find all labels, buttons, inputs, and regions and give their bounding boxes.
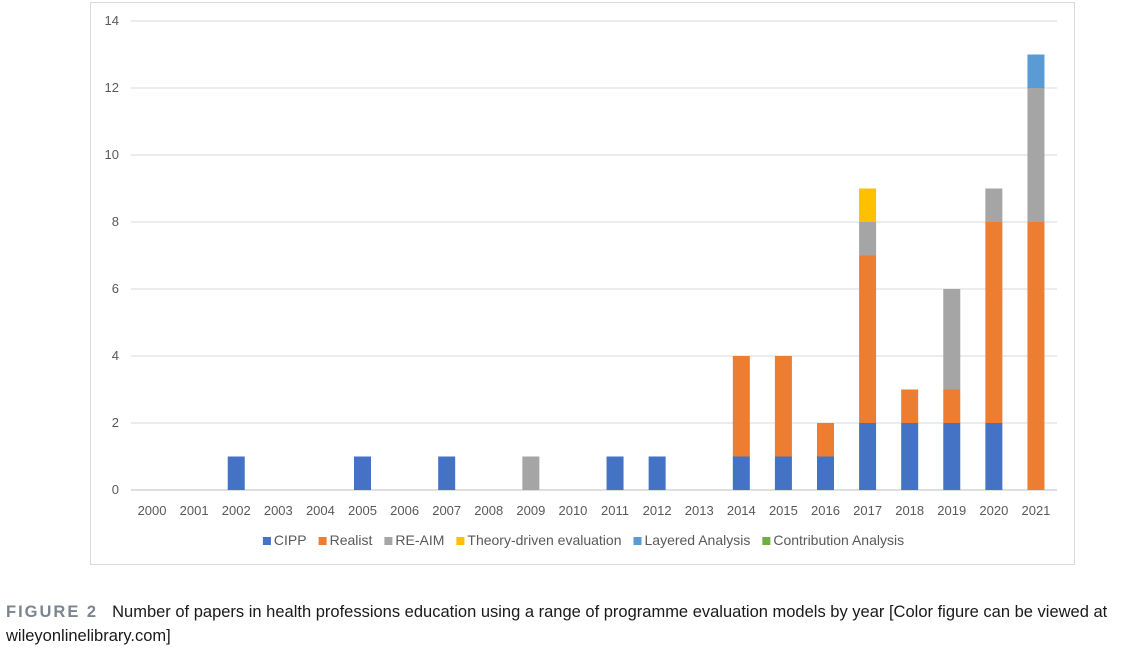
bar-segment: [606, 456, 624, 490]
bar-segment: [901, 389, 919, 423]
y-tick-label: 14: [105, 13, 119, 28]
legend-label: Theory-driven evaluation: [467, 532, 621, 548]
bar-segment: [438, 456, 456, 490]
bar-segment: [943, 289, 961, 390]
gridlines: [131, 20, 1057, 491]
bar-segment: [985, 188, 1003, 222]
bar-segment: [774, 456, 792, 490]
legend-item: Theory-driven evaluation: [456, 532, 621, 548]
x-tick-label: 2016: [811, 503, 840, 518]
legend: CIPP Realist RE-AIM Theory-driven evaluatio…: [262, 532, 904, 548]
y-tick-label: 10: [105, 147, 119, 162]
x-tick-label: 2003: [264, 503, 293, 518]
y-tick-label: 12: [105, 80, 119, 95]
y-axis-ticks: 0 2 4 6 8 10 12 14: [105, 13, 119, 497]
x-tick-label: 2020: [979, 503, 1008, 518]
legend-swatch: [633, 537, 642, 545]
bar-segment: [985, 423, 1003, 490]
x-tick-label: 2017: [853, 503, 882, 518]
legend-swatch: [318, 537, 327, 545]
legend-item: Contribution Analysis: [762, 532, 904, 548]
bar-segment: [1027, 88, 1045, 222]
legend-swatch: [456, 537, 465, 545]
x-tick-label: 2010: [558, 503, 587, 518]
chart: 0 2 4 6 8 10 12 14 2000 2001 2002 2003 2004 2005 2006…: [105, 13, 1057, 548]
x-tick-label: 2019: [937, 503, 966, 518]
bar-segment: [859, 188, 877, 222]
x-tick-label: 2006: [390, 503, 419, 518]
legend-swatch: [262, 537, 271, 545]
x-tick-label: 2018: [895, 503, 924, 518]
bar-segment: [1027, 54, 1045, 88]
legend-label: Realist: [330, 532, 373, 548]
bar-segment: [817, 423, 834, 457]
x-tick-label: 2008: [474, 503, 503, 518]
legend-label: Layered Analysis: [644, 532, 750, 548]
bar-segment: [901, 423, 919, 490]
bar-segment: [859, 423, 877, 490]
bar-segment: [648, 456, 666, 490]
legend-swatch: [762, 537, 771, 545]
bar-segment: [817, 456, 834, 490]
legend-item: Realist: [318, 532, 373, 548]
bars: [227, 54, 1045, 490]
bar-segment: [1027, 222, 1045, 490]
y-tick-label: 0: [112, 482, 119, 497]
bar-segment: [354, 456, 371, 490]
legend-item: Layered Analysis: [633, 532, 750, 548]
y-tick-label: 8: [112, 214, 119, 229]
x-tick-label: 2021: [1021, 503, 1050, 518]
x-tick-label: 2007: [432, 503, 461, 518]
bar-segment: [859, 222, 877, 256]
legend-label: Contribution Analysis: [773, 532, 904, 548]
x-tick-label: 2009: [516, 503, 545, 518]
x-tick-label: 2004: [306, 503, 335, 518]
legend-label: RE-AIM: [395, 532, 444, 548]
figure-label: FIGURE 2: [6, 603, 99, 621]
bar-segment: [943, 389, 961, 423]
bar-segment: [227, 456, 245, 490]
caption-text: Number of papers in health professions e…: [6, 603, 1108, 645]
bar-segment: [859, 255, 877, 423]
x-axis-ticks: 2000 2001 2002 2003 2004 2005 2006 2007 2008 2009…: [138, 503, 1051, 518]
legend-swatch: [384, 537, 393, 545]
y-tick-label: 6: [112, 281, 119, 296]
bar-segment: [943, 423, 961, 490]
legend-label: CIPP: [274, 532, 307, 548]
bar-segment: [522, 456, 540, 490]
bar-segment: [732, 456, 750, 490]
x-tick-label: 2014: [727, 503, 756, 518]
bar-segment: [774, 356, 792, 457]
x-tick-label: 2015: [769, 503, 798, 518]
x-tick-label: 2005: [348, 503, 377, 518]
x-tick-label: 2012: [643, 503, 672, 518]
x-tick-label: 2013: [685, 503, 714, 518]
y-tick-label: 2: [112, 415, 119, 430]
x-tick-label: 2002: [222, 503, 251, 518]
bar-segment: [732, 356, 750, 457]
x-tick-label: 2000: [138, 503, 167, 518]
x-tick-label: 2011: [601, 503, 629, 518]
chart-frame: 0 2 4 6 8 10 12 14 2000 2001 2002 2003 2004 2005 2006…: [90, 2, 1075, 565]
figure-caption: FIGURE 2 Number of papers in health profe…: [6, 600, 1124, 648]
bar-segment: [985, 222, 1003, 423]
x-tick-label: 2001: [180, 503, 209, 518]
legend-item: RE-AIM: [384, 532, 444, 548]
y-tick-label: 4: [112, 348, 119, 363]
legend-item: CIPP: [262, 532, 307, 548]
